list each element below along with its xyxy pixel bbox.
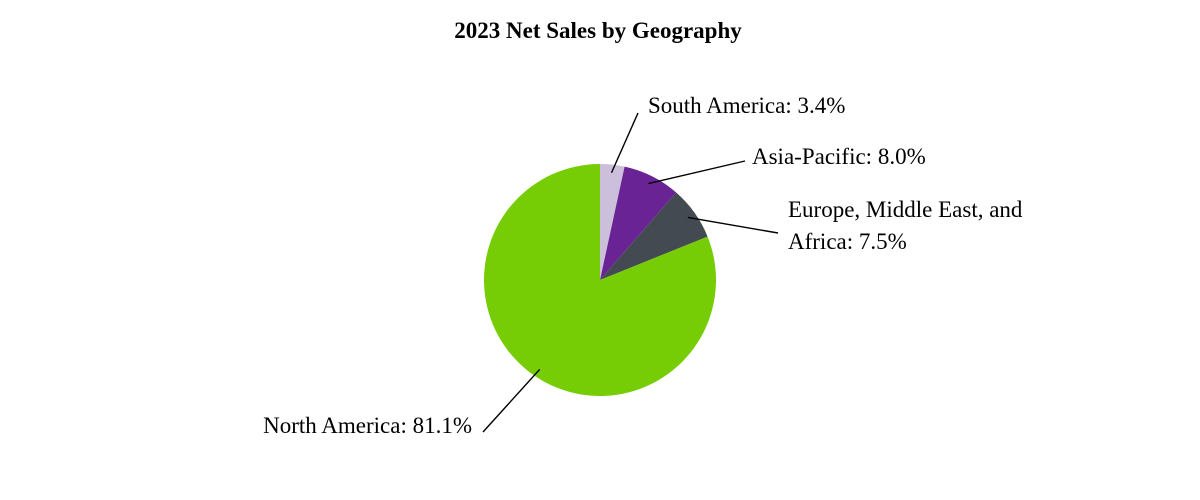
slice-label: Europe, Middle East, and xyxy=(788,197,1023,222)
slice-label: Asia-Pacific: 8.0% xyxy=(752,144,926,169)
slice-label: South America: 3.4% xyxy=(648,93,845,118)
leader-line xyxy=(648,160,746,185)
leader-line xyxy=(687,216,779,234)
pie-slice xyxy=(483,164,716,396)
slice-label: Africa: 7.5% xyxy=(788,229,907,254)
chart-title: 2023 Net Sales by Geography xyxy=(454,18,742,43)
pie-slice xyxy=(600,164,625,280)
slice-label: North America: 81.1% xyxy=(263,413,472,438)
leader-line xyxy=(610,112,639,174)
pie-slice xyxy=(600,192,708,280)
leader-line xyxy=(482,368,541,433)
pie-slice xyxy=(600,166,677,280)
